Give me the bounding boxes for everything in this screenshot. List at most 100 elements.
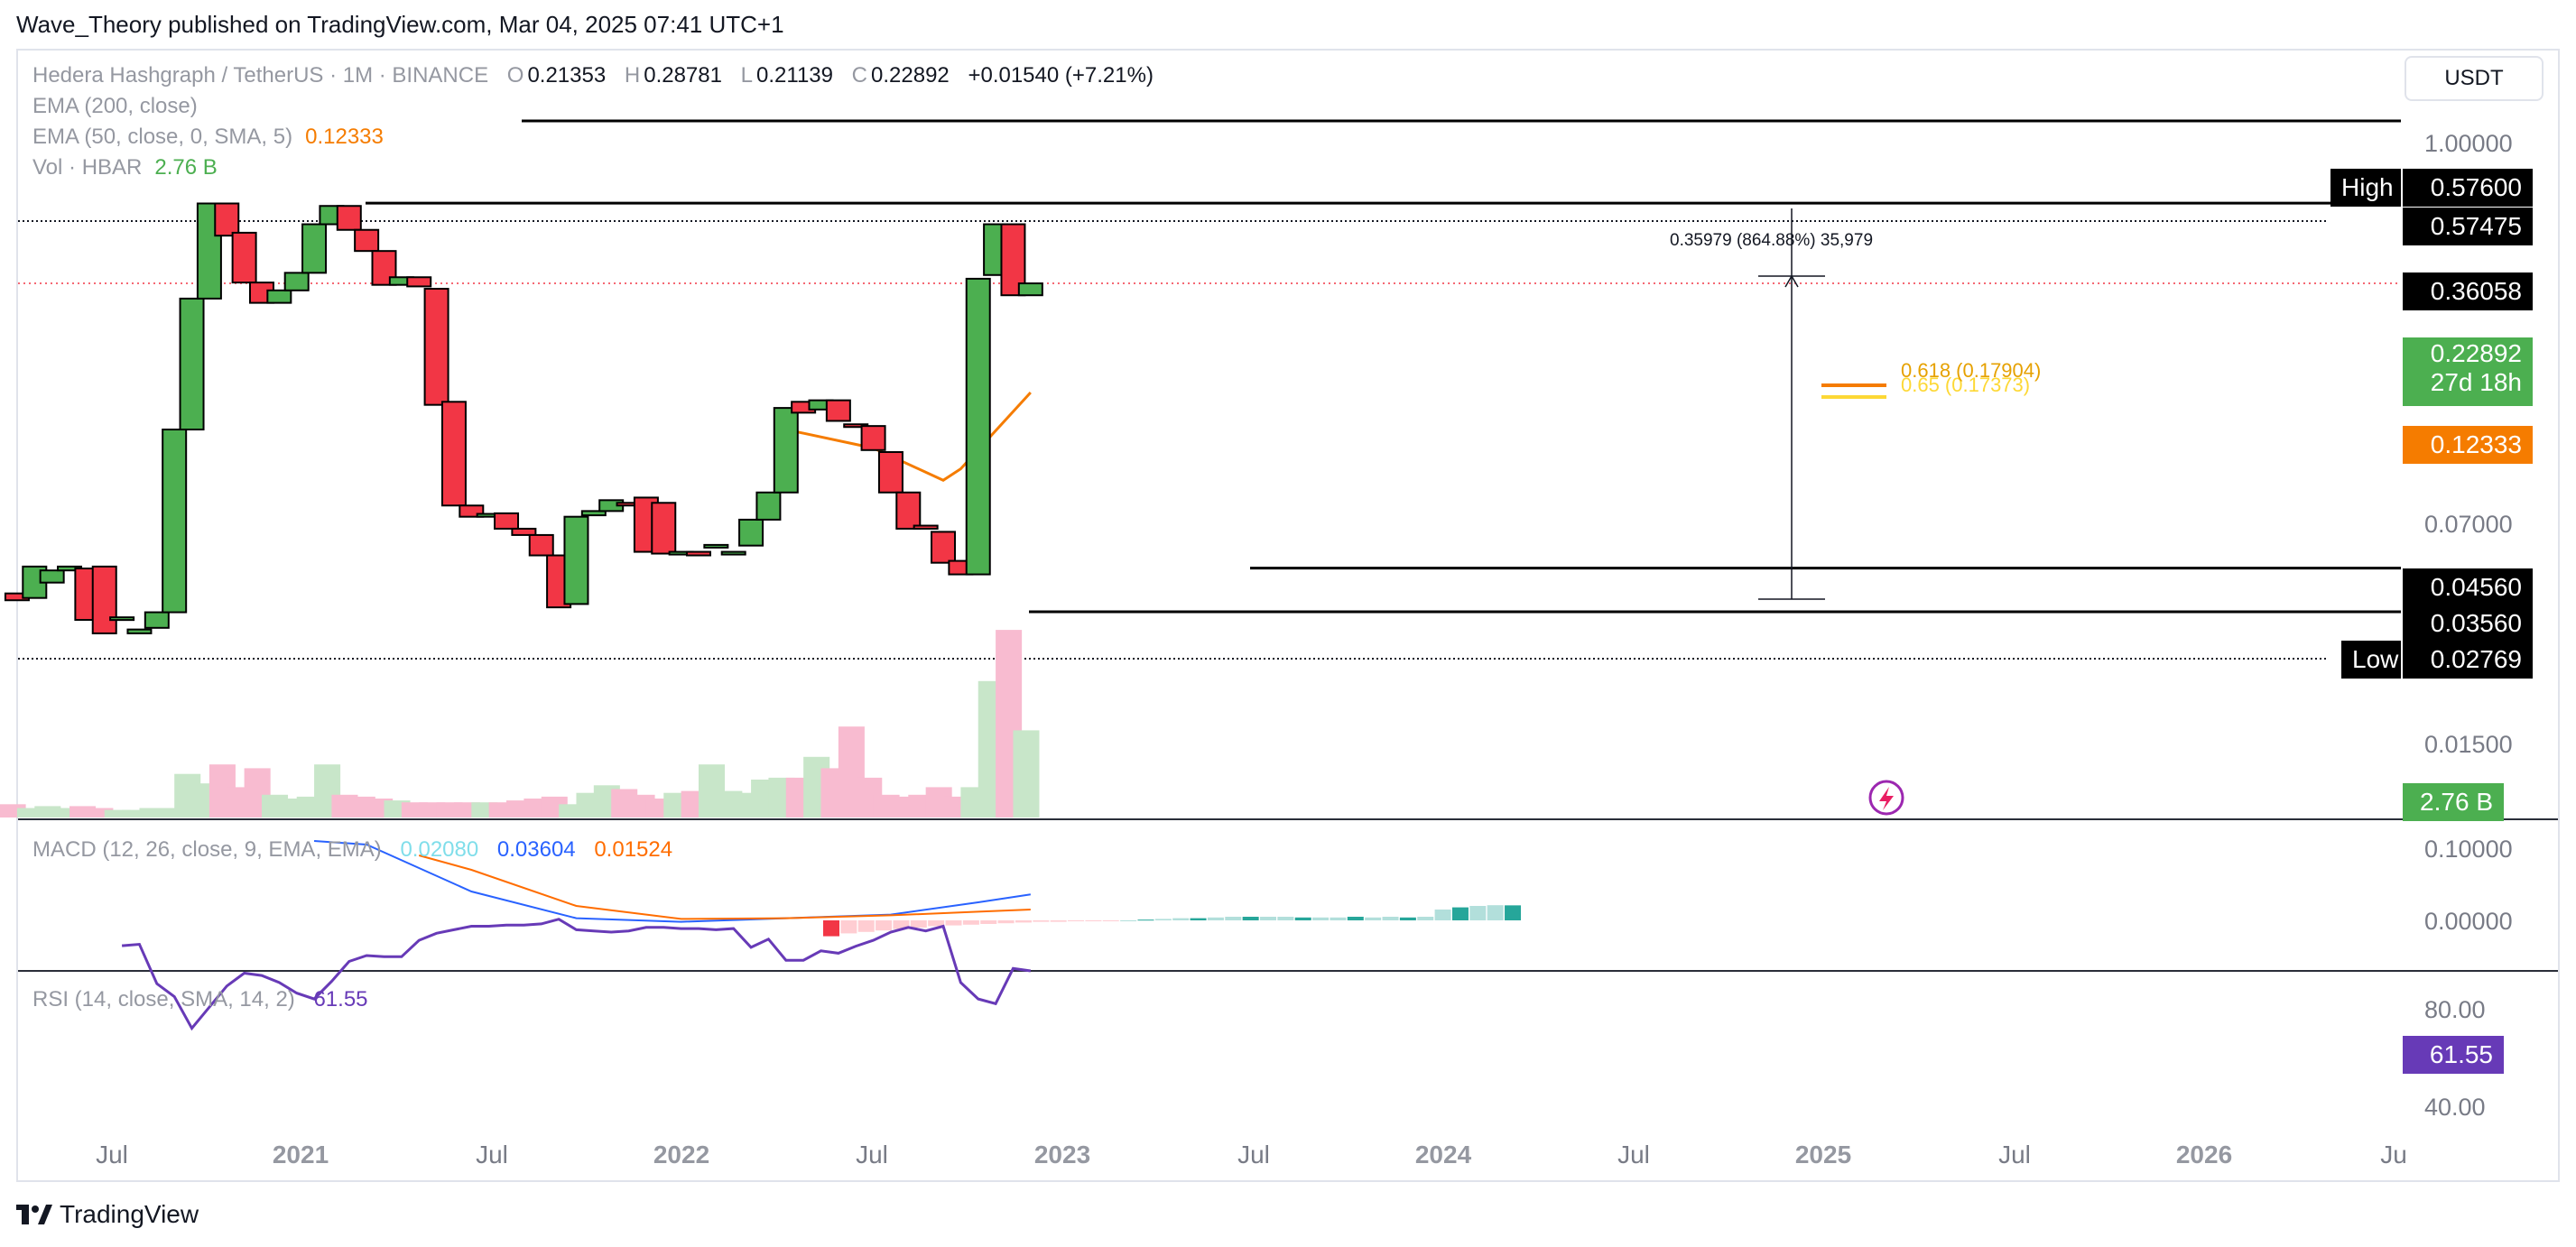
candle-body <box>336 205 362 231</box>
macd-histogram-bar <box>980 920 997 924</box>
candle-body <box>301 223 328 274</box>
macd-histogram-bar <box>893 920 910 929</box>
time-axis-label: 2025 <box>1794 1141 1852 1168</box>
macd-hist-value: 0.02080 <box>400 837 479 862</box>
macd-histogram-bar <box>945 920 962 926</box>
candle-body <box>563 515 589 605</box>
macd-histogram-bar <box>1068 920 1085 921</box>
ema-tag: 0.12333 <box>2403 426 2533 464</box>
macd-histogram-bar <box>1207 917 1224 920</box>
currency-button[interactable]: USDT <box>2405 56 2544 101</box>
macd-histogram-bar <box>1154 919 1172 920</box>
candle-body <box>685 550 711 557</box>
time-axis-label: Jul <box>856 1141 888 1168</box>
macd-histogram-bar <box>1399 917 1416 920</box>
volume-bar <box>87 808 114 817</box>
macd-histogram-bar <box>1505 905 1522 920</box>
candle-body <box>1017 282 1043 297</box>
volume-legend[interactable]: Vol · HBAR 2.76 B <box>32 155 218 180</box>
candle-body <box>231 231 257 284</box>
macd-histogram-bar <box>1015 920 1032 923</box>
publish-header: Wave_Theory published on TradingView.com… <box>16 11 784 38</box>
candle-body <box>22 565 48 599</box>
change-value: +0.01540 (+7.21%) <box>968 63 1154 88</box>
tradingview-brand[interactable]: TradingView <box>16 1200 199 1229</box>
macd-histogram-bar <box>1330 917 1347 920</box>
macd-histogram-bar <box>1294 917 1311 920</box>
time-axis-label: 2022 <box>653 1141 710 1168</box>
level-tag: 0.36058 <box>2403 272 2533 310</box>
macd-histogram-bar <box>876 920 893 931</box>
time-axis-label: Jul <box>1237 1141 1270 1168</box>
macd-histogram-bar <box>823 920 839 937</box>
macd-histogram-bar <box>1417 917 1434 920</box>
fib-label: 0.618 (0.17904) <box>1901 359 2041 382</box>
macd-histogram-bar <box>1382 917 1399 920</box>
ema50-label: EMA (50, close, 0, SMA, 5) <box>32 125 293 149</box>
ema200-legend[interactable]: EMA (200, close) <box>32 94 198 119</box>
candle-body <box>913 524 939 530</box>
ema200-label: EMA (200, close) <box>32 94 198 118</box>
macd-histogram-bar <box>1242 917 1259 920</box>
candle-body <box>266 289 292 304</box>
macd-signal-value: 0.01524 <box>594 837 673 862</box>
level-tag: 0.57475 <box>2403 208 2533 245</box>
time-axis-label: Ju <box>2380 1141 2407 1168</box>
macd-histogram-bar <box>1102 920 1119 921</box>
brand-name: TradingView <box>60 1200 199 1228</box>
time-axis-label: Jul <box>96 1141 128 1168</box>
measure-arrow-icon <box>1784 274 1799 288</box>
tradingview-logo-icon <box>16 1205 52 1224</box>
high-key: H <box>624 63 641 88</box>
candle-body <box>860 425 886 451</box>
measure-label: 0.35979 (864.88%) 35,979 <box>1670 231 1873 250</box>
volume-bar <box>139 808 166 817</box>
price-axis-label: 0.01500 <box>2424 731 2513 758</box>
low-key: L <box>740 63 754 88</box>
candle-body <box>440 401 467 507</box>
candle-body <box>965 277 991 576</box>
rsi-value: 61.55 <box>313 987 368 1011</box>
macd-legend[interactable]: MACD (12, 26, close, 9, EMA, EMA) 0.0208… <box>32 837 672 863</box>
time-axis-label: Jul <box>1617 1141 1650 1168</box>
chart-frame[interactable] <box>16 49 2560 1182</box>
high-tag-label: High <box>2330 169 2401 207</box>
volume-tag: 2.76 B <box>2403 783 2504 821</box>
candle-body <box>877 451 903 494</box>
symbol-title: Hedera Hashgraph / TetherUS · 1M · BINAN… <box>32 63 489 88</box>
ema50-value: 0.12333 <box>305 125 384 149</box>
candle-body <box>580 510 607 517</box>
macd-histogram-bar <box>1434 910 1451 920</box>
last-price-tag: 0.22892 27d 18h <box>2403 337 2533 406</box>
macd-histogram-bar <box>840 920 857 934</box>
candle-body <box>755 491 782 521</box>
candle-body <box>494 512 520 530</box>
candle-body <box>214 202 240 237</box>
level-tag: 0.03560 <box>2403 605 2533 642</box>
high-value: 0.28781 <box>644 63 722 88</box>
rsi-legend[interactable]: RSI (14, close, SMA, 14, 2) 61.55 <box>32 987 368 1012</box>
macd-label: MACD (12, 26, close, 9, EMA, EMA) <box>32 837 382 862</box>
macd-histogram-bar <box>1137 919 1154 921</box>
macd-histogram-bar <box>1225 917 1242 920</box>
price-axis-label: 1.00000 <box>2424 130 2513 157</box>
volume-bar <box>122 809 149 817</box>
macd-histogram-bar <box>1260 917 1276 920</box>
time-axis-label: 2021 <box>272 1141 329 1168</box>
candle-body <box>109 616 135 622</box>
ema50-legend[interactable]: EMA (50, close, 0, SMA, 5) 0.12333 <box>32 125 384 150</box>
last-price: 0.22892 <box>2430 339 2522 367</box>
rsi-tag: 61.55 <box>2403 1036 2504 1074</box>
time-axis-label: Jul <box>1998 1141 2031 1168</box>
price-axis-label: 0.07000 <box>2424 511 2513 538</box>
symbol-legend[interactable]: Hedera Hashgraph / TetherUS · 1M · BINAN… <box>32 63 1166 88</box>
rsi-axis-label: 40.00 <box>2424 1094 2486 1121</box>
macd-histogram-bar <box>1033 920 1050 922</box>
open-key: O <box>506 63 524 88</box>
time-axis-label: 2024 <box>1414 1141 1472 1168</box>
candle-body <box>179 297 205 431</box>
rsi-axis-label: 80.00 <box>2424 996 2486 1023</box>
candle-body <box>126 628 153 634</box>
macd-line <box>313 840 1031 923</box>
